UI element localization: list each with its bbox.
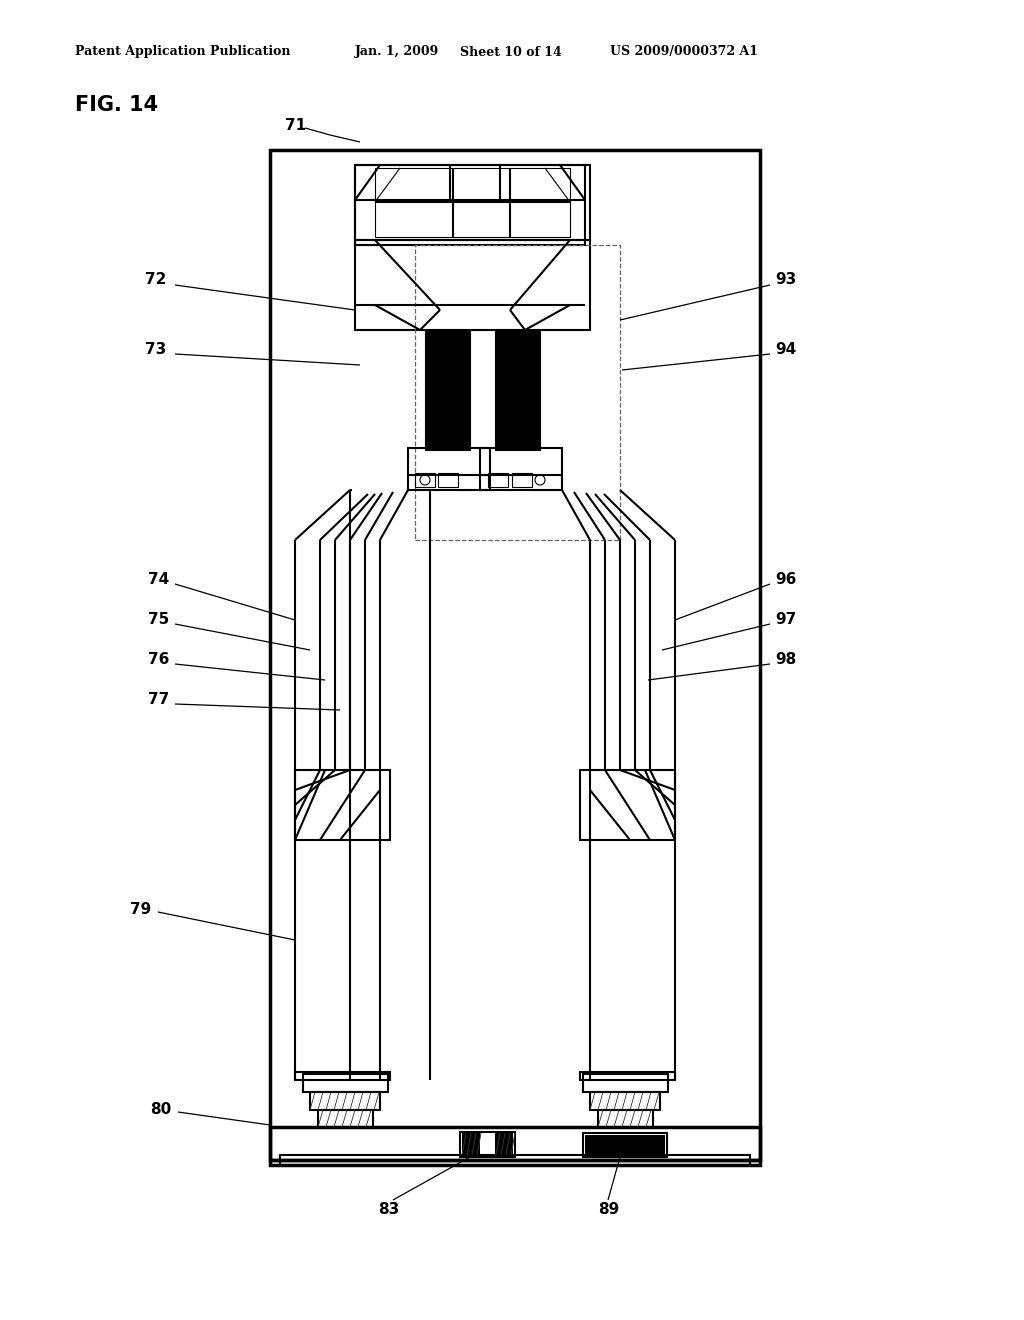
Bar [512,473,532,487]
Bar [355,240,590,330]
Bar [462,1133,480,1155]
Bar [495,330,540,450]
Text: 97: 97 [775,612,797,627]
Bar [425,330,470,450]
Bar [583,1074,668,1092]
Bar [495,330,540,450]
Bar [408,447,490,490]
Bar [295,770,390,840]
Bar [303,1074,388,1092]
Text: 98: 98 [775,652,797,668]
Text: 94: 94 [775,342,797,358]
Text: US 2009/0000372 A1: US 2009/0000372 A1 [610,45,758,58]
Bar [310,1092,380,1110]
Text: 83: 83 [378,1203,399,1217]
Bar [270,150,760,1166]
Bar [460,1133,515,1158]
Text: 80: 80 [150,1102,171,1118]
Text: Patent Application Publication: Patent Application Publication [75,45,291,58]
Text: 96: 96 [775,573,797,587]
Bar [598,1110,653,1127]
Bar [375,168,570,238]
Bar [318,1110,373,1127]
Bar [488,473,508,487]
Text: 71: 71 [285,117,306,132]
Bar [495,1133,513,1155]
Text: 76: 76 [148,652,169,668]
Text: Jan. 1, 2009: Jan. 1, 2009 [355,45,439,58]
Text: 73: 73 [145,342,166,358]
Bar [438,473,458,487]
Bar [590,1092,660,1110]
Bar [580,1072,675,1080]
Text: 74: 74 [148,573,169,587]
Text: 79: 79 [130,903,152,917]
Text: Sheet 10 of 14: Sheet 10 of 14 [460,45,562,58]
Bar [583,1133,667,1158]
Text: 93: 93 [775,272,797,288]
Text: FIG. 14: FIG. 14 [75,95,158,115]
Bar [295,1072,390,1080]
Bar [355,165,585,246]
Bar [425,330,470,450]
Bar [585,1135,665,1155]
Bar [270,1127,760,1160]
Bar [355,165,590,240]
Bar [480,447,562,490]
Bar [280,1155,750,1166]
Text: 77: 77 [148,693,169,708]
Text: 72: 72 [145,272,166,288]
Bar [415,473,435,487]
Bar [580,770,675,840]
Bar [415,246,620,540]
Text: 89: 89 [598,1203,620,1217]
Text: 75: 75 [148,612,169,627]
